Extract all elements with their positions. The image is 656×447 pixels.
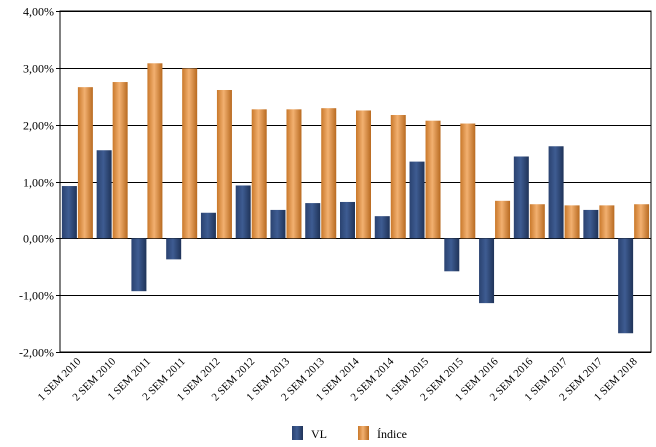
bar-vl (61, 186, 77, 239)
y-axis-ticks: 4,00% 3,00% 2,00% 1,00% 0,00% -1,00% -2,00% (19, 5, 60, 360)
legend-label: Índice (377, 427, 407, 441)
y-tick-label: 1,00% (23, 176, 54, 190)
y-tick-label: 3,00% (23, 62, 54, 76)
bar-indice (251, 109, 267, 239)
bar-vl (374, 216, 390, 239)
bar-vl (305, 203, 321, 239)
bar-vl (200, 212, 216, 239)
bar-indice (216, 89, 232, 239)
bar-vl (409, 161, 425, 239)
legend-swatch-indice (358, 426, 369, 440)
bar-vl (131, 238, 147, 292)
bar-vl (444, 238, 460, 272)
bar-indice (182, 68, 198, 239)
bar-vl (513, 156, 529, 239)
bar-indice (460, 123, 476, 239)
bar-vl (618, 238, 634, 334)
bar-indice (529, 204, 545, 239)
bar-indice (564, 205, 580, 239)
bar-indice (77, 87, 93, 239)
y-tick-label: -2,00% (19, 346, 54, 360)
bar-vl (235, 185, 251, 239)
bar-vl (166, 238, 182, 260)
bar-vl (270, 209, 286, 239)
bar-indice (425, 120, 441, 239)
bar-indice (356, 110, 371, 239)
y-tick-label: 4,00% (23, 5, 54, 19)
bar-vl (96, 150, 112, 239)
bar-vl (479, 238, 495, 304)
legend: VL Índice (292, 426, 407, 441)
bar-vl (583, 209, 599, 239)
y-tick-label: 0,00% (23, 232, 54, 246)
bar-vl (548, 146, 564, 239)
bar-indice (147, 63, 163, 239)
plot-frame (59, 10, 652, 353)
bar-indice (495, 200, 511, 239)
bar-vl (340, 201, 355, 239)
legend-swatch-vl (292, 426, 303, 440)
bar-indice (390, 115, 406, 239)
legend-label: VL (311, 427, 327, 441)
bar-indice (112, 82, 128, 239)
y-tick-label: -1,00% (19, 289, 54, 303)
bar-indice (599, 205, 615, 239)
y-tick-label: 2,00% (23, 119, 54, 133)
bar-indice (634, 204, 650, 239)
bar-indice (321, 108, 337, 239)
bars (61, 63, 650, 334)
bar-indice (286, 109, 302, 239)
